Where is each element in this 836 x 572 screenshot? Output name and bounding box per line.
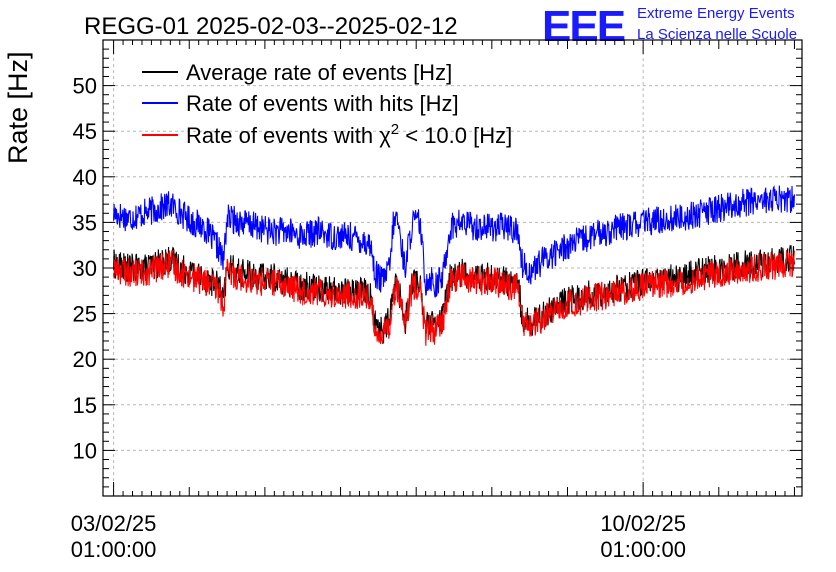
y-tick-label: 50 [73, 74, 97, 99]
eee-logo-line-1: Extreme Energy Events [637, 5, 795, 22]
y-tick-label: 20 [73, 347, 97, 372]
y-axis-label: Rate [Hz] [3, 51, 33, 164]
legend-chi2-prefix: Rate of events with [186, 123, 379, 148]
legend-chi2-symbol: χ [379, 123, 391, 148]
legend-chi2-sup: 2 [391, 121, 399, 138]
legend-label-hits: Rate of events with hits [Hz] [186, 91, 459, 116]
legend-chi2-suffix: < 10.0 [Hz] [399, 123, 512, 148]
x-tick-label-time: 01:00:00 [71, 537, 157, 562]
y-tick-label: 35 [73, 210, 97, 235]
y-tick-labels: 10 15 20 25 30 35 40 45 50 [73, 74, 97, 464]
x-tick-label-date: 10/02/25 [600, 511, 686, 536]
series-hits [113, 185, 795, 298]
legend-label-average: Average rate of events [Hz] [186, 60, 452, 85]
legend: Average rate of events [Hz] Rate of even… [142, 60, 512, 148]
x-tick-label-time: 01:00:00 [600, 537, 686, 562]
eee-logo-mark: EEE [542, 2, 625, 51]
series-chi2 [113, 250, 795, 346]
axis-ticks [103, 40, 802, 496]
eee-logo-line-2: La Scienza nelle Scuole [637, 26, 797, 43]
y-tick-label: 40 [73, 165, 97, 190]
y-tick-label: 30 [73, 256, 97, 281]
y-tick-label: 45 [73, 119, 97, 144]
x-tick-label-date: 03/02/25 [71, 511, 157, 536]
data-series [113, 185, 795, 346]
grid-lines [103, 40, 802, 496]
series-line [113, 250, 795, 346]
series-line [113, 185, 795, 298]
y-tick-label: 25 [73, 302, 97, 327]
legend-label-chi2: Rate of events with χ2 < 10.0 [Hz] [186, 121, 512, 148]
y-tick-label: 10 [73, 438, 97, 463]
chart-title: REGG-01 2025-02-03--2025-02-12 [84, 13, 458, 40]
eee-logo: EEE Extreme Energy Events La Scienza nel… [542, 2, 797, 51]
y-tick-label: 15 [73, 393, 97, 418]
